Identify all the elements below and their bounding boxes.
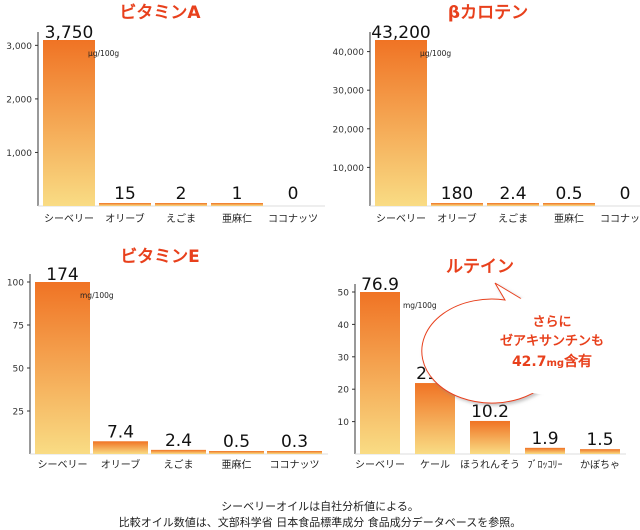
bar xyxy=(35,282,90,454)
bar xyxy=(415,383,455,454)
y-tick-label: 30 xyxy=(338,353,350,363)
data-label: 0.3 xyxy=(281,432,308,452)
category-label: かぼちゃ xyxy=(580,459,620,471)
bar xyxy=(151,449,206,454)
data-label: 2.4 xyxy=(165,431,192,451)
y-tick-label: 100 xyxy=(7,279,24,289)
data-label: 2 xyxy=(176,184,187,204)
chart-title: ルテイン xyxy=(446,257,514,277)
category-label: オリーブ xyxy=(101,458,140,471)
category-label: ココナッツ xyxy=(268,213,318,225)
data-label: 174 xyxy=(46,265,78,285)
y-tick-label: 2,000 xyxy=(6,95,32,105)
bar xyxy=(580,449,620,454)
category-label: シーベリー xyxy=(355,459,405,471)
category-label: ケール xyxy=(420,459,450,471)
category-label: シーベリー xyxy=(38,459,88,471)
y-tick-label: 25 xyxy=(13,408,24,418)
category-label: ﾌﾞﾛｯｺﾘｰ xyxy=(528,459,563,471)
data-label: 15 xyxy=(114,184,136,204)
data-label: 1.5 xyxy=(586,430,613,450)
bar xyxy=(375,40,427,206)
y-tick-label: 10,000 xyxy=(333,164,365,174)
y-tick-label: 50 xyxy=(13,365,25,375)
y-tick-label: 50 xyxy=(338,289,350,299)
charts-layer: ビタミンA 1,000 2,000 3,000 3,750 シーベリー 15 オリーブ 2 えごま… xyxy=(6,3,640,471)
bar xyxy=(211,203,263,206)
category-label: オリーブ xyxy=(105,212,144,225)
callout-line-3: 42.7mg含有 xyxy=(512,353,592,370)
data-label: 3,750 xyxy=(45,23,94,43)
data-label: 10.2 xyxy=(471,402,509,422)
data-label: 0 xyxy=(620,184,631,204)
chart-panel-2: βカロテン 10,000 20,000 30,000 40,000 43,200 シーベリー… xyxy=(333,3,640,225)
footnote-line-2: 比較オイル数値は、文部科学省 日本食品標準成分 食品成分データベースを参照。 xyxy=(118,516,522,529)
data-label: 2.4 xyxy=(499,184,526,204)
data-label: 43,200 xyxy=(371,23,430,43)
bar xyxy=(209,451,264,454)
y-tick-label: 20,000 xyxy=(333,125,365,135)
bar xyxy=(43,40,95,206)
callout-value: 42.7 xyxy=(512,354,547,370)
bar xyxy=(360,292,400,454)
bar xyxy=(525,447,565,454)
footnote-line-1: シーベリーオイルは自社分析値による。 xyxy=(221,500,419,513)
data-label: 0.5 xyxy=(555,184,582,204)
bar xyxy=(431,203,483,206)
category-label: 亜麻仁 xyxy=(222,212,252,225)
bar xyxy=(267,451,322,454)
callout-line-1: さらに xyxy=(532,315,571,330)
callout-unit: mg xyxy=(546,358,564,369)
y-tick-label: 40 xyxy=(338,321,350,331)
callout-line-2: ゼアキサンチンも xyxy=(500,333,604,349)
category-label: 亜麻仁 xyxy=(554,212,584,225)
category-label: シーベリー xyxy=(376,213,426,225)
y-tick-label: 30,000 xyxy=(333,87,365,97)
unit-label: μg/100g xyxy=(420,49,451,58)
data-label: 1 xyxy=(232,184,243,204)
y-tick-label: 40,000 xyxy=(333,48,365,58)
bar xyxy=(487,203,539,206)
data-label: 0.5 xyxy=(223,432,250,452)
callout-suffix: 含有 xyxy=(564,353,592,370)
category-label: えごま xyxy=(164,458,194,471)
y-tick-label: 20 xyxy=(338,386,350,396)
callout-fill xyxy=(483,293,621,395)
bar xyxy=(543,203,595,206)
data-label: 7.4 xyxy=(107,422,134,442)
bar xyxy=(470,420,510,454)
category-label: 亜麻仁 xyxy=(222,458,252,471)
data-label: 76.9 xyxy=(361,275,399,295)
category-label: ココナッツ xyxy=(600,213,640,225)
bar xyxy=(93,441,148,454)
category-label: えごま xyxy=(498,212,528,225)
y-tick-label: 3,000 xyxy=(6,42,32,52)
unit-label: μg/100g xyxy=(88,49,119,58)
chart-title: ビタミンA xyxy=(119,3,201,23)
bar xyxy=(155,203,207,206)
chart-panel-3: ビタミンE 25 50 75 100 174 シーベリー 7.4 オリーブ 2.4 えごま 0.5 亜麻… xyxy=(7,247,328,471)
data-label: 180 xyxy=(441,184,473,204)
unit-label: mg/100g xyxy=(80,291,114,300)
category-label: オリーブ xyxy=(437,212,476,225)
category-label: ほうれんそう xyxy=(460,459,520,471)
y-tick-label: 75 xyxy=(13,322,24,332)
data-label: 1.9 xyxy=(531,429,558,449)
chart-panel-4: ルテイン102030405076.9シーベリー21.9ケール10.2ほうれんそう… xyxy=(338,257,626,471)
chart-title: ビタミンE xyxy=(120,247,200,267)
category-label: ココナッツ xyxy=(270,459,320,471)
bar xyxy=(99,203,151,206)
y-tick-label: 10 xyxy=(338,418,350,428)
chart-title: βカロテン xyxy=(448,3,528,23)
data-label: 0 xyxy=(288,184,299,204)
category-label: シーベリー xyxy=(44,213,94,225)
chart-panel-1: ビタミンA 1,000 2,000 3,000 3,750 シーベリー 15 オリーブ 2 えごま… xyxy=(6,3,325,225)
unit-label: mg/100g xyxy=(403,301,437,310)
category-label: えごま xyxy=(166,212,196,225)
y-tick-label: 1,000 xyxy=(6,149,32,159)
